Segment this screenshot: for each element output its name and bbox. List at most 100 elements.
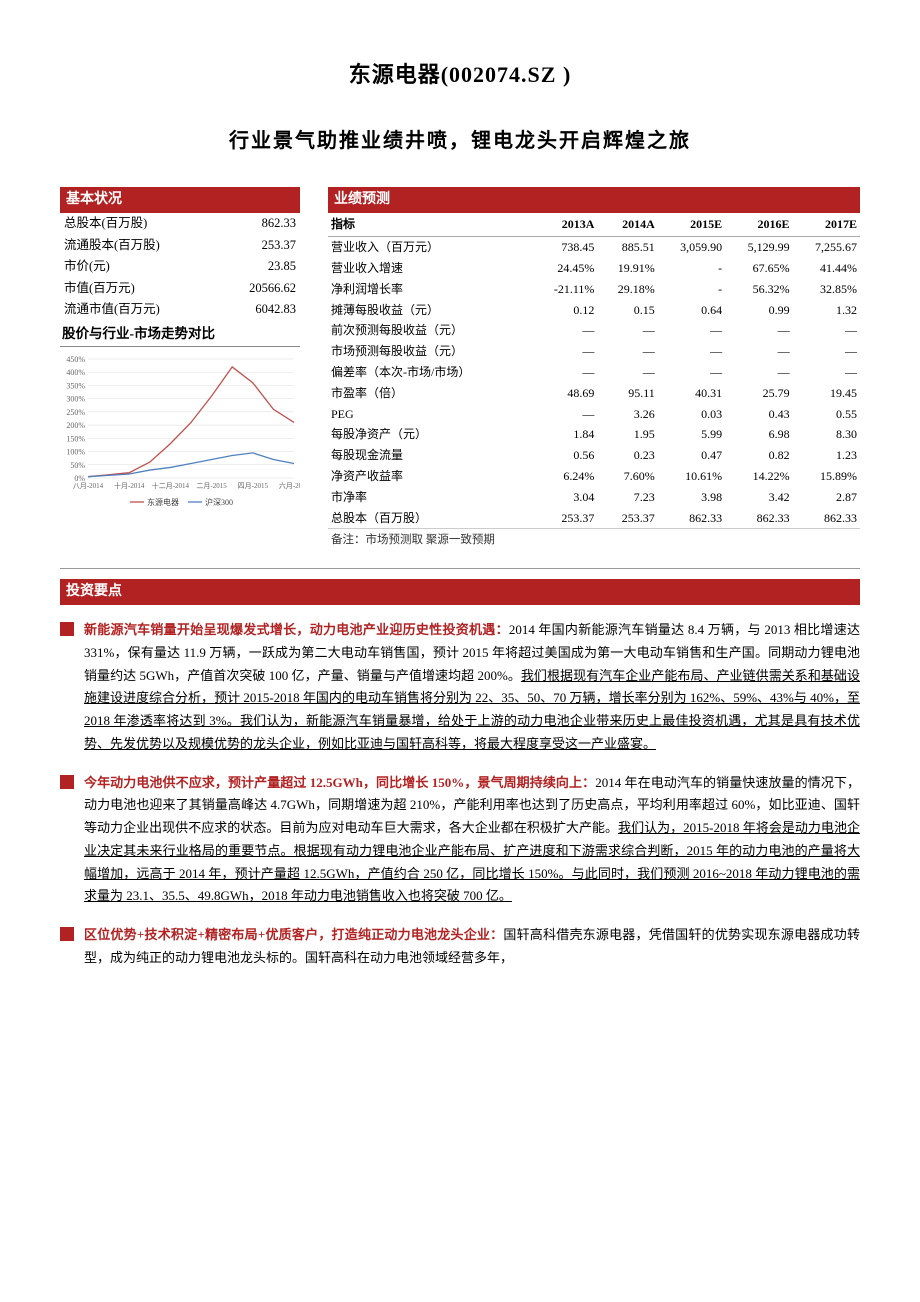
bullet-icon [60, 927, 74, 941]
svg-text:四月-2015: 四月-2015 [238, 482, 269, 490]
forecast-cell: 营业收入增速 [328, 258, 532, 279]
forecast-cell: 8.30 [793, 424, 860, 445]
forecast-row: 营业收入增速24.45%19.91%-67.65%41.44% [328, 258, 860, 279]
forecast-cell: — [597, 341, 657, 362]
forecast-row: 净利润增长率-21.11%29.18%-56.32%32.85% [328, 279, 860, 300]
forecast-cell: 738.45 [532, 237, 597, 258]
forecast-cell: 6.98 [725, 424, 792, 445]
forecast-cell: 1.95 [597, 424, 657, 445]
forecast-cell: -21.11% [532, 279, 597, 300]
forecast-cell: 3.98 [658, 487, 725, 508]
basic-label: 总股本(百万股) [60, 213, 217, 235]
report-title: 行业景气助推业绩井喷，锂电龙头开启辉煌之旅 [60, 119, 860, 163]
forecast-cell: 市盈率（倍） [328, 383, 532, 404]
invest-text: 新能源汽车销量开始呈现爆发式增长，动力电池产业迎历史性投资机遇：2014 年国内… [84, 619, 860, 756]
svg-text:二月-2015: 二月-2015 [196, 482, 227, 490]
svg-text:沪深300: 沪深300 [205, 497, 233, 507]
forecast-cell: — [532, 404, 597, 425]
forecast-cell: — [597, 362, 657, 383]
forecast-cell: 1.84 [532, 424, 597, 445]
forecast-row: 每股现金流量0.560.230.470.821.23 [328, 445, 860, 466]
forecast-row: 市盈率（倍）48.6995.1140.3125.7919.45 [328, 383, 860, 404]
divider [60, 568, 860, 569]
forecast-col: 2017E [793, 213, 860, 236]
invest-text: 区位优势+技术积淀+精密布局+优质客户，打造纯正动力电池龙头企业：国轩高科借壳东… [84, 924, 860, 970]
forecast-cell: 市场预测每股收益（元） [328, 341, 532, 362]
forecast-cell: — [658, 320, 725, 341]
forecast-note: 备注：市场预测取 聚源一致预期 [328, 529, 860, 551]
basic-value: 23.85 [217, 256, 300, 278]
forecast-cell: 25.79 [725, 383, 792, 404]
forecast-cell: 0.55 [793, 404, 860, 425]
forecast-col: 2013A [532, 213, 597, 236]
basic-label: 市值(百万元) [60, 278, 217, 300]
forecast-cell: 净利润增长率 [328, 279, 532, 300]
forecast-cell: 每股现金流量 [328, 445, 532, 466]
forecast-cell: 2.87 [793, 487, 860, 508]
forecast-cell: 15.89% [793, 466, 860, 487]
svg-text:300%: 300% [66, 394, 85, 403]
forecast-col: 2015E [658, 213, 725, 236]
forecast-cell: 253.37 [597, 508, 657, 529]
forecast-cell: 24.45% [532, 258, 597, 279]
forecast-col: 指标 [328, 213, 532, 236]
forecast-row: 市净率3.047.233.983.422.87 [328, 487, 860, 508]
invest-list: 新能源汽车销量开始呈现爆发式增长，动力电池产业迎历史性投资机遇：2014 年国内… [60, 619, 860, 970]
forecast-cell: 10.61% [658, 466, 725, 487]
forecast-cell: 3.04 [532, 487, 597, 508]
forecast-cell: — [725, 341, 792, 362]
forecast-cell: 67.65% [725, 258, 792, 279]
forecast-cell: 3,059.90 [658, 237, 725, 258]
basic-row: 流通市值(百万元)6042.83 [60, 299, 300, 321]
forecast-note-row: 备注：市场预测取 聚源一致预期 [328, 529, 860, 551]
forecast-cell: 市净率 [328, 487, 532, 508]
forecast-cell: — [532, 362, 597, 383]
forecast-cell: 95.11 [597, 383, 657, 404]
basic-table: 总股本(百万股)862.33流通股本(百万股)253.37市价(元)23.85市… [60, 213, 300, 321]
svg-text:十二月-2014: 十二月-2014 [152, 481, 190, 490]
forecast-row: 总股本（百万股）253.37253.37862.33862.33862.33 [328, 508, 860, 529]
forecast-cell: - [658, 258, 725, 279]
invest-point: 区位优势+技术积淀+精密布局+优质客户，打造纯正动力电池龙头企业：国轩高科借壳东… [60, 924, 860, 970]
forecast-row: PEG—3.260.030.430.55 [328, 404, 860, 425]
svg-text:150%: 150% [66, 434, 85, 443]
forecast-cell: 0.23 [597, 445, 657, 466]
forecast-cell: 0.56 [532, 445, 597, 466]
forecast-cell: — [725, 320, 792, 341]
svg-text:十月-2014: 十月-2014 [114, 481, 145, 490]
forecast-cell: 253.37 [532, 508, 597, 529]
forecast-cell: — [658, 341, 725, 362]
forecast-cell: 19.45 [793, 383, 860, 404]
bullet-icon [60, 775, 74, 789]
forecast-row: 偏差率（本次-市场/市场）————— [328, 362, 860, 383]
invest-point: 新能源汽车销量开始呈现爆发式增长，动力电池产业迎历史性投资机遇：2014 年国内… [60, 619, 860, 756]
forecast-cell: 32.85% [793, 279, 860, 300]
forecast-cell: 每股净资产（元） [328, 424, 532, 445]
forecast-cell: 1.32 [793, 300, 860, 321]
forecast-cell: 摊薄每股收益（元） [328, 300, 532, 321]
trend-header: 股价与行业-市场走势对比 [60, 321, 300, 347]
forecast-cell: — [532, 320, 597, 341]
forecast-cell: 5,129.99 [725, 237, 792, 258]
forecast-cell: 3.42 [725, 487, 792, 508]
forecast-cell: 0.64 [658, 300, 725, 321]
basic-row: 市值(百万元)20566.62 [60, 278, 300, 300]
forecast-cell: 5.99 [658, 424, 725, 445]
svg-text:100%: 100% [66, 447, 85, 456]
basic-header: 基本状况 [60, 187, 300, 214]
invest-header: 投资要点 [60, 579, 860, 605]
forecast-cell: — [597, 320, 657, 341]
svg-text:八月-2014: 八月-2014 [73, 482, 104, 490]
forecast-cell: 0.47 [658, 445, 725, 466]
forecast-cell: 偏差率（本次-市场/市场） [328, 362, 532, 383]
svg-text:250%: 250% [66, 408, 85, 417]
forecast-row: 净资产收益率6.24%7.60%10.61%14.22%15.89% [328, 466, 860, 487]
forecast-col: 2014A [597, 213, 657, 236]
upper-grid: 基本状况 总股本(百万股)862.33流通股本(百万股)253.37市价(元)2… [60, 187, 860, 551]
forecast-cell: 0.99 [725, 300, 792, 321]
bullet-icon [60, 622, 74, 636]
basic-label: 流通股本(百万股) [60, 235, 217, 257]
forecast-cell: 0.82 [725, 445, 792, 466]
forecast-cell: PEG [328, 404, 532, 425]
forecast-cell: 总股本（百万股） [328, 508, 532, 529]
